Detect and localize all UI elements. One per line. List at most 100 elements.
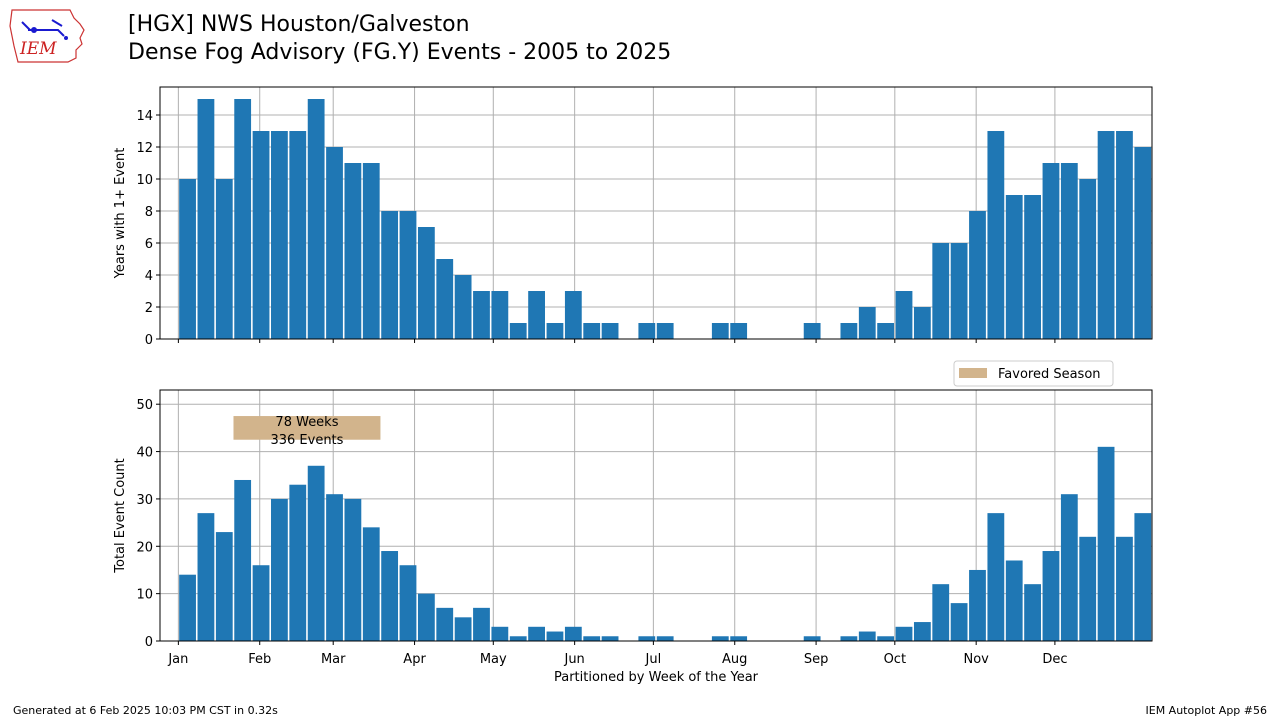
bar [583,323,601,339]
bar [1042,551,1060,641]
bar [307,99,325,339]
bar [491,626,509,641]
x-tick-label: Apr [403,652,426,667]
bar [1005,560,1023,641]
x-tick-label: Sep [804,652,829,667]
bar [417,593,435,641]
footer-app: IEM Autoplot App #56 [1145,704,1268,717]
bar [969,569,986,641]
favored-season-events-label: 336 Events [270,433,343,448]
y-tick-label: 50 [136,398,153,413]
bar [858,631,876,641]
legend-swatch [959,368,987,378]
bar [1116,131,1133,339]
bar [895,291,913,339]
bar [987,131,1005,339]
y-tick-label: 0 [145,333,153,348]
bar [1116,536,1133,641]
bar [234,99,252,339]
bar [638,636,656,641]
bar [1134,513,1152,641]
bar [509,323,527,339]
bar [583,636,601,641]
bar [877,636,895,641]
bar [730,323,748,339]
bar [252,565,270,641]
bar [528,291,545,339]
bar [362,527,380,641]
bar [858,307,876,339]
bar [326,147,343,339]
axes-frame [159,86,1153,340]
y-tick-label: 14 [136,109,153,124]
chart-title-office: [HGX] NWS Houston/Galveston [128,12,470,37]
favored-season-box [233,416,381,440]
bar [932,584,950,641]
bar [656,323,674,339]
bar [840,323,858,339]
bar [1134,147,1152,339]
bar [436,259,454,339]
x-tick-label: Feb [248,652,271,667]
bar [179,574,196,641]
bar [417,227,435,339]
y-tick-label: 6 [145,237,153,252]
bar [234,479,252,641]
y-axis-label: Total Event Count [113,458,128,573]
x-tick-label: Oct [884,652,906,667]
bar [491,291,509,339]
bar [197,99,215,339]
bar [950,243,968,339]
bar [1079,536,1097,641]
bar [895,626,913,641]
bar [877,323,895,339]
x-tick-label: Dec [1042,652,1067,667]
bar [362,163,380,339]
y-tick-label: 10 [136,173,153,188]
bar [381,211,399,339]
bar [932,243,950,339]
bar [913,622,931,641]
x-tick-label: Jun [563,652,584,667]
bar [638,323,656,339]
bar [1005,195,1023,339]
bar [1097,446,1115,641]
y-tick-label: 20 [136,540,153,555]
bar [509,636,527,641]
y-tick-label: 12 [136,141,153,156]
iowa-state-outline: IEM [9,9,85,63]
bar [711,636,729,641]
x-tick-label: Jul [645,652,662,667]
y-tick-label: 10 [136,588,153,603]
y-tick-label: 30 [136,493,153,508]
legend-frame [953,360,1114,387]
bar [344,163,362,339]
x-tick-label: Nov [963,652,989,667]
y-tick-label: 2 [145,301,153,316]
footer-generated: Generated at 6 Feb 2025 10:03 PM CST in … [13,704,278,717]
bar [546,631,564,641]
bar [215,179,233,339]
bar [326,494,343,641]
bar [1042,163,1060,339]
bar [307,465,325,641]
y-tick-label: 8 [145,205,153,220]
bar [1024,195,1041,339]
bar [436,607,454,641]
bar [969,211,986,339]
legend-label: Favored Season [998,367,1101,382]
bar [1060,163,1078,339]
bar [454,275,472,339]
bar [179,179,196,339]
bar [913,307,931,339]
bar [473,607,490,641]
x-axis-label: Partitioned by Week of the Year [554,670,759,685]
x-tick-label: Jan [167,652,188,667]
chart-canvas: 0 2 4 6 8 10 12 14 Years with 1+ Event 0 10 20 30 40 5… [113,86,1153,685]
bar [950,603,968,641]
y-axis-label: Years with 1+ Event [113,148,128,280]
bar [399,565,417,641]
bar [528,626,545,641]
x-tick-label: Aug [722,652,747,667]
axes-frame [159,389,1153,642]
